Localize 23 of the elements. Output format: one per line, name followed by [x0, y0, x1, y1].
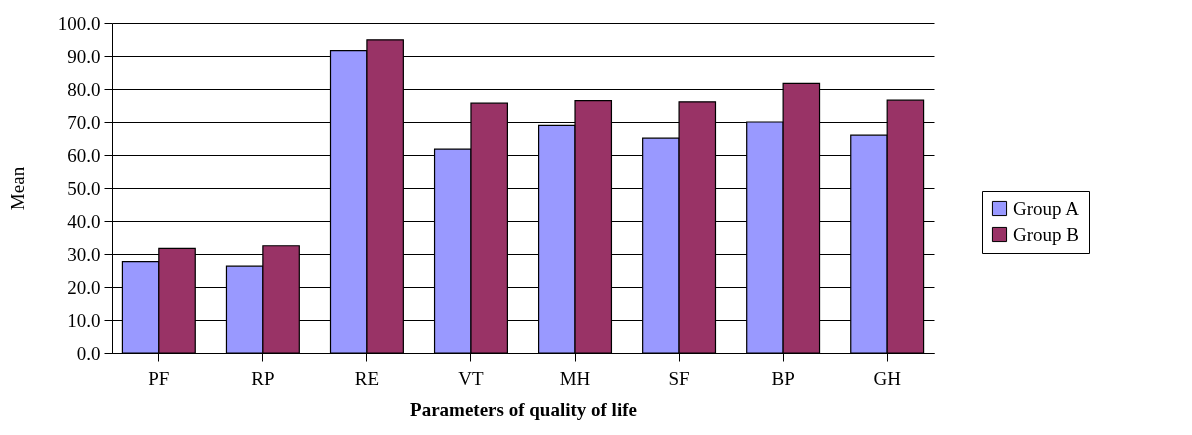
y-axis-title: Mean [6, 166, 28, 211]
x-tick-label: BP [771, 367, 795, 389]
legend-label: Group B [1013, 223, 1079, 245]
x-tick-label: MH [559, 367, 591, 389]
x-tick-label: VT [458, 367, 485, 389]
legend-label: Group A [1013, 197, 1080, 219]
y-tick-label: 90.0 [67, 45, 101, 67]
y-tick-label: 80.0 [67, 78, 101, 100]
y-tick-label: 70.0 [67, 111, 101, 133]
y-tick-label: 50.0 [67, 177, 101, 199]
x-tick-label: SF [668, 367, 690, 389]
x-tick-label: RP [251, 367, 275, 389]
x-tick-label: GH [873, 367, 902, 389]
y-tick-label: 0.0 [76, 342, 101, 364]
x-tick-label: RE [354, 367, 380, 389]
y-tick-label: 30.0 [67, 243, 101, 265]
y-tick-label: 10.0 [67, 309, 101, 331]
y-tick-label: 60.0 [67, 144, 101, 166]
y-tick-label: 20.0 [67, 276, 101, 298]
y-tick-label: 100.0 [57, 12, 101, 34]
x-axis-title: Parameters of quality of life [410, 398, 637, 420]
y-tick-label: 40.0 [67, 210, 101, 232]
x-tick-label: PF [148, 367, 170, 389]
